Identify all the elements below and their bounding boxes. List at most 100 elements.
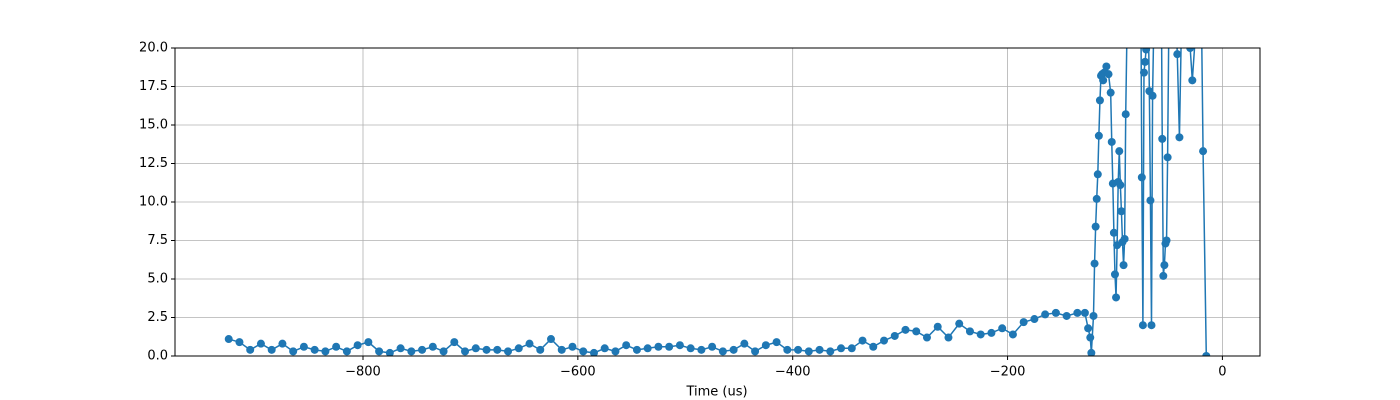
data-point bbox=[654, 342, 663, 351]
data-point bbox=[1090, 259, 1099, 268]
data-point bbox=[1186, 48, 1195, 52]
data-point bbox=[901, 325, 910, 334]
data-point bbox=[224, 335, 233, 344]
data-point bbox=[1115, 147, 1124, 156]
data-point bbox=[1102, 62, 1111, 71]
data-point bbox=[1202, 352, 1211, 356]
data-point bbox=[987, 328, 996, 337]
data-point bbox=[278, 339, 287, 348]
data-point bbox=[1109, 228, 1118, 237]
data-point bbox=[1041, 310, 1050, 319]
data-point bbox=[1175, 133, 1184, 142]
data-point bbox=[525, 339, 534, 348]
data-point bbox=[686, 344, 695, 353]
data-point bbox=[1051, 308, 1060, 317]
data-point bbox=[761, 341, 770, 350]
data-point bbox=[1089, 311, 1098, 320]
data-point bbox=[912, 327, 921, 336]
data-point bbox=[310, 345, 319, 354]
data-point bbox=[1110, 270, 1119, 279]
data-point bbox=[579, 347, 588, 356]
data-point bbox=[546, 335, 555, 344]
x-tick-label: −400 bbox=[775, 365, 811, 380]
data-point bbox=[235, 338, 244, 347]
data-point bbox=[299, 342, 308, 351]
data-point bbox=[1148, 91, 1157, 100]
data-point bbox=[837, 344, 846, 353]
data-point bbox=[256, 339, 265, 348]
data-point bbox=[1086, 333, 1095, 342]
data-point bbox=[332, 342, 341, 351]
data-point bbox=[976, 330, 985, 339]
data-point bbox=[1094, 131, 1103, 140]
data-point bbox=[1138, 321, 1147, 330]
data-point bbox=[471, 344, 480, 353]
data-point bbox=[772, 338, 781, 347]
data-point bbox=[1117, 207, 1126, 216]
data-point bbox=[1199, 147, 1208, 156]
data-point bbox=[493, 345, 502, 354]
y-tick-label: 5.0 bbox=[147, 272, 168, 287]
y-tick-label: 7.5 bbox=[147, 233, 168, 248]
data-point bbox=[1099, 76, 1108, 85]
data-point bbox=[826, 347, 835, 356]
data-point bbox=[1139, 68, 1148, 77]
data-point bbox=[439, 347, 448, 356]
data-point bbox=[461, 347, 470, 356]
x-tick-label: 0 bbox=[1218, 365, 1226, 380]
data-point bbox=[804, 347, 813, 356]
data-point bbox=[1188, 76, 1197, 85]
data-point bbox=[557, 345, 566, 354]
data-point bbox=[1162, 236, 1171, 245]
ticks: −800 −600 −400 −200 0 0.0 2.5 5.0 7.5 10.0 12.5 15.… bbox=[139, 41, 1226, 380]
data-point bbox=[375, 347, 384, 356]
data-point bbox=[1030, 315, 1039, 324]
data-point bbox=[751, 347, 760, 356]
data-point bbox=[589, 348, 598, 356]
data-point bbox=[869, 342, 878, 351]
data-point bbox=[708, 342, 717, 351]
data-point bbox=[1163, 153, 1172, 162]
data-point bbox=[396, 344, 405, 353]
data-point bbox=[1119, 261, 1128, 270]
data-point bbox=[729, 345, 738, 354]
data-point bbox=[364, 338, 373, 347]
y-tick-label: 12.5 bbox=[139, 156, 168, 171]
data-point bbox=[998, 324, 1007, 333]
data-point bbox=[1158, 134, 1167, 143]
data-point bbox=[1116, 181, 1125, 190]
data-point bbox=[632, 345, 641, 354]
y-tick-label: 2.5 bbox=[147, 310, 168, 325]
data-point bbox=[1062, 311, 1071, 320]
y-tick-label: 15.0 bbox=[139, 118, 168, 133]
data-point bbox=[267, 345, 276, 354]
data-point bbox=[718, 347, 727, 356]
data-point bbox=[289, 347, 298, 356]
data-point bbox=[407, 347, 416, 356]
data-point bbox=[514, 344, 523, 353]
x-tick-label: −600 bbox=[560, 365, 596, 380]
data-point bbox=[1008, 330, 1017, 339]
data-point bbox=[1084, 324, 1093, 333]
data-point bbox=[965, 327, 974, 336]
data-point bbox=[428, 342, 437, 351]
data-point bbox=[815, 345, 824, 354]
data-point bbox=[922, 333, 931, 342]
data-point bbox=[944, 333, 953, 342]
x-tick-label: −800 bbox=[345, 365, 381, 380]
data-point bbox=[675, 341, 684, 350]
data-point bbox=[622, 341, 631, 350]
data-point bbox=[1080, 308, 1089, 317]
data-point bbox=[1142, 48, 1151, 54]
data-point bbox=[600, 344, 609, 353]
data-point bbox=[1121, 110, 1130, 119]
data-point bbox=[1112, 293, 1121, 302]
y-tick-label: 10.0 bbox=[139, 195, 168, 210]
data-point bbox=[847, 344, 856, 353]
data-point bbox=[1146, 196, 1155, 205]
data-point bbox=[880, 336, 889, 345]
data-point bbox=[955, 319, 964, 328]
data-point bbox=[1107, 137, 1116, 146]
